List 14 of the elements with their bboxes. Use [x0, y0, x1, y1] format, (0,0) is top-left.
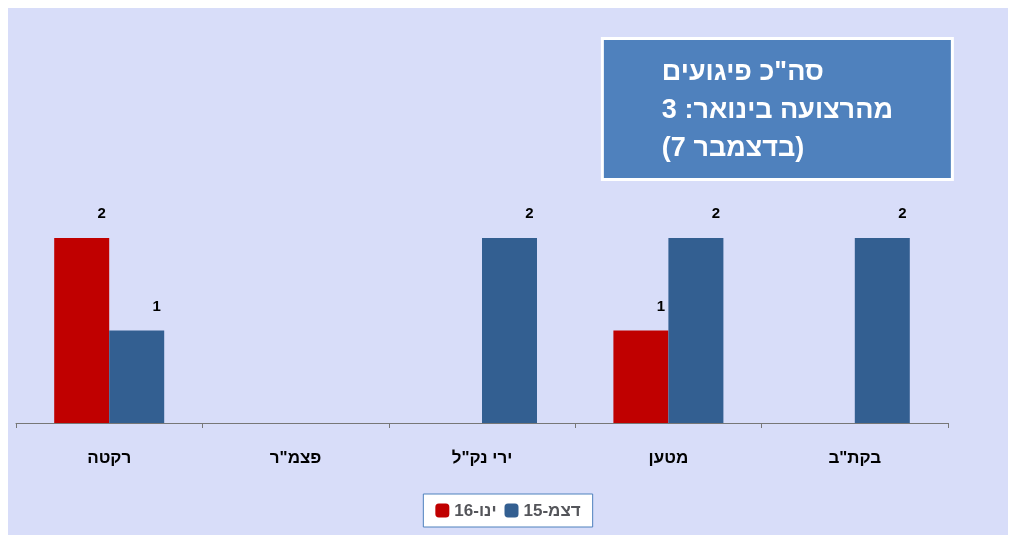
chart-title: סה"כ פיגועים מהרצועה בינואר: 3 (7 בדצמבר)	[661, 56, 894, 162]
data-label: 2	[525, 204, 534, 221]
data-label: 1	[656, 296, 666, 314]
x-tick-label: בקת"ב	[828, 448, 882, 467]
legend-label: ינו-16	[454, 501, 497, 520]
legend-label: דצמ-15	[523, 501, 581, 520]
x-tick-label: פצמ"ר	[269, 448, 322, 467]
data-label: 1	[152, 296, 161, 314]
data-label: 2	[711, 204, 721, 221]
data-label: 2	[97, 204, 106, 221]
x-tick-label: רקטה	[87, 448, 132, 467]
x-tick-label: ירי נק"ל	[451, 448, 513, 467]
data-label: 2	[898, 204, 907, 221]
x-tick-label: מטען	[648, 448, 689, 467]
